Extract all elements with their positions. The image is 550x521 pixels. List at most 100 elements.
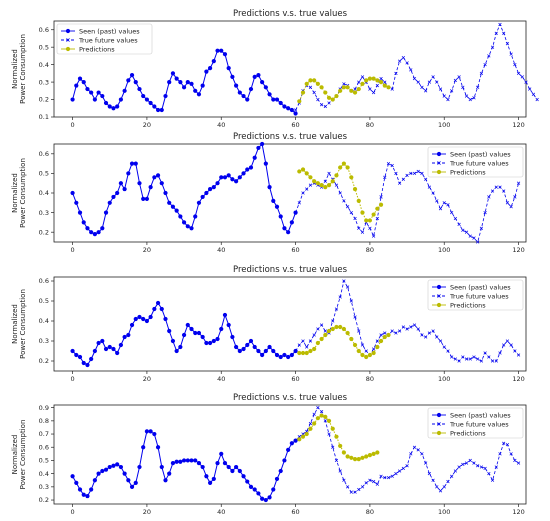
x-marker-stroke [394, 471, 398, 476]
data-point [189, 326, 194, 332]
data-point-x [360, 75, 365, 79]
x-marker-stroke [323, 419, 327, 423]
x-marker-stroke [479, 465, 484, 469]
x-marker-stroke [453, 469, 458, 473]
data-point [85, 226, 90, 231]
data-point [111, 463, 116, 468]
x-marker-stroke [412, 445, 417, 449]
x-marker-stroke [513, 458, 517, 463]
data-point [260, 141, 265, 147]
data-point-x [427, 471, 432, 476]
x-marker-stroke [293, 349, 298, 353]
data-point [312, 78, 317, 83]
data-point-x [316, 97, 320, 102]
x-marker-stroke [446, 349, 450, 353]
data-point-x [360, 230, 365, 234]
x-marker-stroke [357, 80, 361, 84]
data-point [330, 326, 335, 332]
x-marker-stroke [405, 464, 409, 468]
data-point [304, 171, 309, 176]
data-point-x [513, 62, 517, 67]
y-axis-label-line: Normalized [11, 435, 19, 475]
plot-frame [53, 404, 527, 505]
data-point-x [342, 478, 346, 482]
data-point [323, 332, 328, 338]
data-point [375, 450, 380, 455]
data-point [371, 350, 376, 356]
data-point-x [334, 307, 339, 311]
data-point [141, 316, 146, 322]
data-point [89, 487, 94, 492]
data-point-x [476, 357, 480, 361]
x-tick-label: 40 [217, 375, 225, 383]
data-point [338, 88, 343, 93]
data-point [330, 97, 335, 102]
y-tick-label: 0.5 [39, 297, 49, 305]
data-point [245, 167, 250, 172]
data-point [375, 78, 380, 83]
data-point-x [479, 359, 484, 363]
data-point-x [394, 171, 398, 176]
data-point [129, 322, 135, 328]
data-point [237, 175, 242, 180]
x-marker-stroke [427, 331, 432, 335]
x-marker-stroke [476, 464, 480, 468]
data-point [241, 171, 246, 176]
data-point [170, 338, 176, 344]
data-point [178, 214, 183, 219]
x-marker-stroke [461, 228, 465, 232]
y-tick-label: 0.2 [39, 496, 49, 504]
data-point-x [453, 78, 458, 82]
data-point [137, 314, 142, 320]
x-marker-stroke [461, 355, 465, 359]
x-marker-stroke [394, 331, 398, 335]
data-point-x [323, 104, 327, 109]
data-point-x [383, 475, 387, 480]
data-point [85, 86, 90, 92]
data-point [300, 350, 306, 356]
data-point-x [420, 171, 424, 176]
x-marker-stroke [483, 466, 487, 471]
data-point [345, 165, 350, 170]
data-point-x [331, 319, 335, 323]
data-point-x [375, 482, 379, 486]
data-point [111, 194, 116, 200]
data-point-x [450, 89, 454, 93]
data-point [334, 434, 339, 439]
data-point-x [345, 485, 350, 489]
data-point [352, 186, 358, 192]
data-point [326, 95, 332, 100]
data-point-x [483, 351, 487, 355]
y-tick-label: 0.2 [39, 96, 49, 104]
data-point [356, 348, 361, 354]
x-marker-stroke [308, 421, 313, 426]
data-point-x [479, 465, 484, 469]
data-point-x [490, 359, 495, 363]
x-marker-stroke [446, 97, 450, 102]
data-point-x [461, 228, 465, 232]
data-point-x [416, 80, 420, 84]
y-axis-label: NormalizedPower Consumption [11, 420, 27, 490]
legend-marker [436, 151, 442, 157]
data-point-x [528, 87, 532, 91]
x-marker-stroke [450, 89, 454, 93]
data-point-x [472, 236, 476, 240]
x-marker-stroke [483, 210, 487, 215]
data-point-x [457, 75, 461, 79]
x-marker-stroke [342, 279, 346, 283]
y-tick-label: 0.5 [39, 170, 49, 178]
x-marker-stroke [308, 339, 313, 343]
y-axis-label-line: Normalized [11, 173, 19, 213]
x-marker-stroke [390, 329, 394, 333]
data-point [315, 181, 320, 186]
x-marker-stroke [472, 236, 476, 240]
data-point [174, 348, 179, 354]
data-point-x [308, 421, 313, 426]
data-point [74, 480, 79, 485]
data-point [133, 316, 138, 322]
data-point-x [505, 442, 510, 447]
data-point [267, 495, 272, 500]
data-point [70, 474, 75, 479]
data-point [155, 173, 161, 178]
data-point-x [297, 201, 301, 205]
